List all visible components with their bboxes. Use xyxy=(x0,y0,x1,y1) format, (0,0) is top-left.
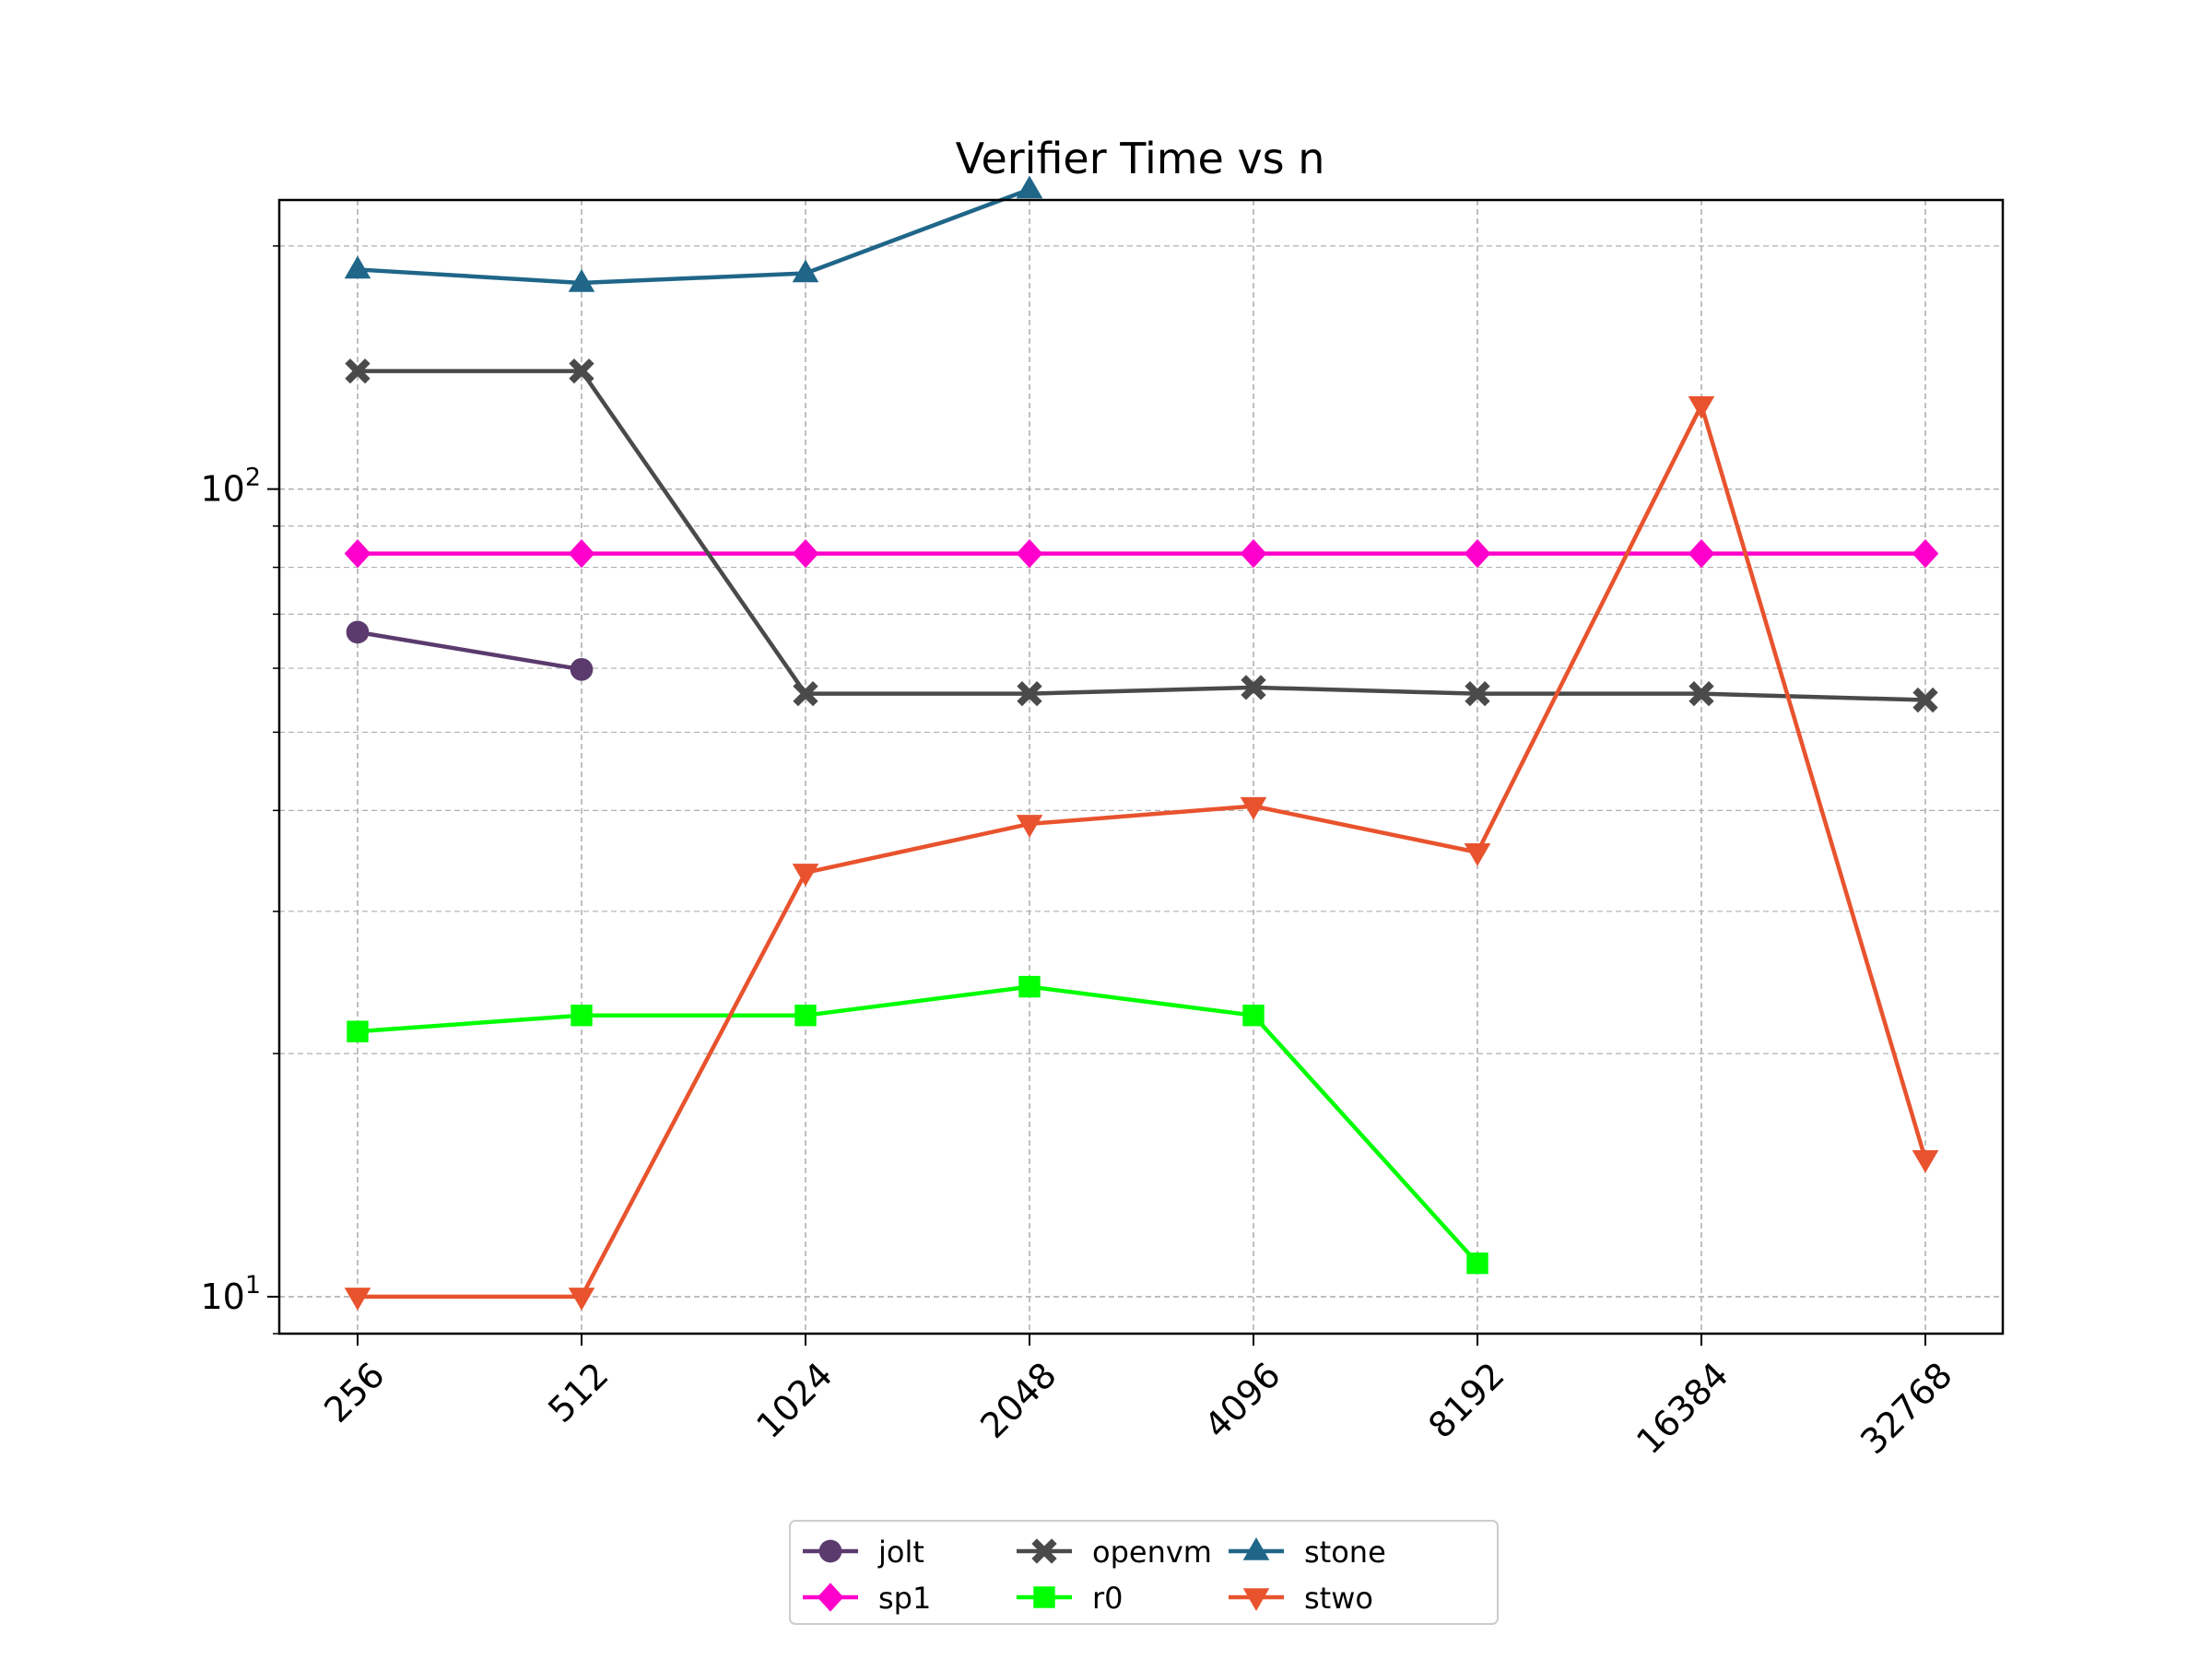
data-point-sp1 xyxy=(1688,539,1715,569)
legend-label: stwo xyxy=(1304,1581,1373,1616)
data-point-r0 xyxy=(1018,975,1041,998)
data-point-jolt xyxy=(346,620,370,644)
series-line-jolt xyxy=(357,629,582,672)
data-point-jolt xyxy=(570,657,594,681)
legend-item-openvm: openvm xyxy=(1017,1535,1212,1570)
legend-label: jolt xyxy=(877,1535,924,1570)
data-point-r0 xyxy=(794,1004,817,1027)
legend: jolt sp1 openvm r0 stone stwo xyxy=(789,1520,1499,1625)
data-point-stwo xyxy=(1240,796,1267,820)
data-point-sp1 xyxy=(1240,539,1267,569)
data-point-stone xyxy=(1016,175,1043,199)
legend-item-stwo: stwo xyxy=(1229,1581,1373,1616)
data-point-stwo xyxy=(792,864,819,887)
series-line-stwo xyxy=(358,403,1928,1300)
series-sp1 xyxy=(344,539,1939,569)
data-point-sp1 xyxy=(568,539,595,569)
legend-label: openvm xyxy=(1092,1535,1212,1570)
chart-title: Verifier Time vs n xyxy=(956,134,1325,183)
y-tick-label-base: 10 xyxy=(200,1277,244,1317)
data-point-r0 xyxy=(347,1020,369,1042)
y-tick-label-exponent: 1 xyxy=(245,1271,261,1300)
series-r0 xyxy=(347,975,1488,1275)
data-point-openvm xyxy=(1912,687,1938,713)
data-point-stwo xyxy=(1016,815,1043,838)
legend-item-jolt: jolt xyxy=(803,1535,924,1570)
series-openvm xyxy=(345,358,1938,713)
series-jolt xyxy=(346,620,594,681)
data-point-sp1 xyxy=(792,539,819,569)
data-point-sp1 xyxy=(1912,539,1939,569)
y-tick-label-exponent: 2 xyxy=(245,464,261,492)
legend-label: r0 xyxy=(1092,1581,1124,1616)
y-tick-label: 102 xyxy=(200,464,261,510)
data-point-r0 xyxy=(571,1004,593,1027)
data-point-stone xyxy=(792,259,819,283)
data-point-openvm xyxy=(345,358,371,384)
plot-area-frame xyxy=(277,198,2005,1335)
data-point-stone xyxy=(568,269,595,292)
series-stwo xyxy=(344,395,1939,1311)
data-point-openvm xyxy=(1688,681,1714,707)
data-point-stwo xyxy=(1464,843,1491,866)
legend-marker xyxy=(818,1539,842,1563)
legend-marker xyxy=(1242,1537,1270,1560)
data-point-openvm xyxy=(1465,681,1490,707)
y-tick-label-base: 10 xyxy=(200,469,244,510)
data-point-openvm xyxy=(569,358,594,384)
data-point-openvm xyxy=(793,681,818,707)
legend-box xyxy=(789,1520,1499,1625)
data-point-stwo xyxy=(568,1288,595,1311)
data-point-stwo xyxy=(1912,1149,1939,1173)
data-point-stone xyxy=(344,255,371,279)
data-point-r0 xyxy=(1466,1252,1488,1275)
legend-marker xyxy=(1031,1538,1057,1564)
data-point-openvm xyxy=(1017,681,1042,707)
y-tick-label: 101 xyxy=(200,1271,261,1317)
legend-marker xyxy=(1242,1588,1270,1611)
data-point-openvm xyxy=(1241,675,1266,700)
data-point-stwo xyxy=(1688,395,1715,419)
series-line-stone xyxy=(357,187,1030,286)
legend-item-stone: stone xyxy=(1229,1535,1386,1570)
data-point-r0 xyxy=(1242,1004,1265,1027)
series-stone xyxy=(344,175,1043,292)
series-line-openvm xyxy=(358,369,1926,702)
series-layer xyxy=(344,175,1939,1311)
legend-label: stone xyxy=(1304,1535,1386,1570)
legend-label: sp1 xyxy=(878,1581,931,1616)
legend-item-sp1: sp1 xyxy=(803,1581,931,1616)
legend-marker xyxy=(1033,1586,1055,1608)
series-line-r0 xyxy=(357,984,1479,1265)
data-point-sp1 xyxy=(1464,539,1491,569)
legend-item-r0: r0 xyxy=(1017,1581,1124,1616)
legend-marker xyxy=(817,1583,844,1612)
data-point-stwo xyxy=(344,1288,371,1311)
data-point-sp1 xyxy=(344,539,371,569)
data-point-sp1 xyxy=(1016,539,1043,569)
